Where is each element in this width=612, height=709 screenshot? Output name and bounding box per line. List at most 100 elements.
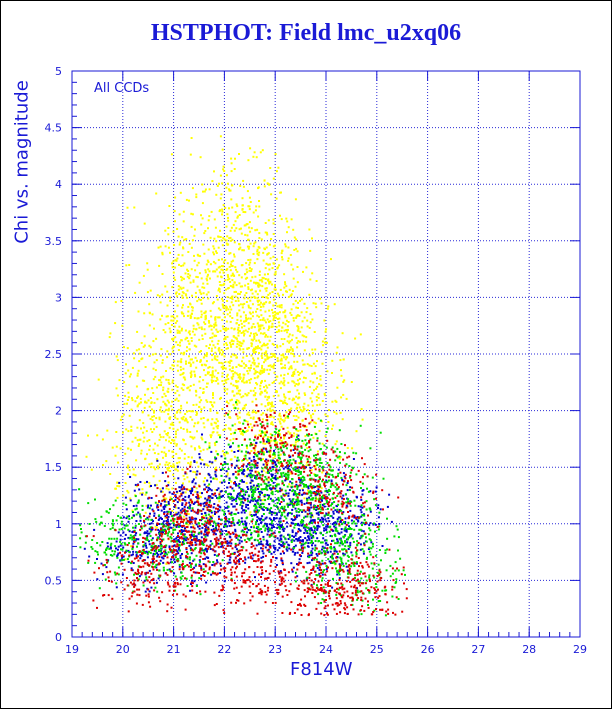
data-point [252, 394, 255, 397]
data-point [214, 457, 217, 460]
data-point [148, 569, 151, 572]
data-point [273, 410, 276, 413]
data-point [184, 495, 187, 498]
data-point [208, 270, 211, 273]
data-point [189, 435, 192, 438]
data-point [253, 526, 255, 529]
data-point [189, 303, 192, 306]
data-point [218, 316, 221, 319]
data-point [242, 339, 245, 342]
data-point [219, 174, 222, 177]
data-point [231, 390, 234, 393]
data-point [213, 510, 216, 513]
data-point [331, 586, 334, 589]
data-point [164, 403, 167, 406]
data-point [250, 270, 253, 272]
data-point [209, 495, 212, 498]
data-point [221, 530, 224, 533]
data-point [233, 505, 236, 508]
data-point [254, 499, 257, 502]
data-point [222, 265, 225, 268]
data-point [173, 345, 176, 348]
data-point [237, 511, 240, 514]
data-point [169, 353, 172, 356]
data-point [139, 533, 142, 536]
data-point [316, 498, 318, 501]
data-point [143, 379, 146, 382]
data-point [172, 527, 175, 530]
data-point [305, 311, 308, 314]
data-point [322, 537, 325, 540]
data-point [179, 368, 182, 371]
data-point [229, 229, 232, 232]
data-point [303, 531, 306, 534]
data-point [255, 365, 258, 368]
data-point [229, 239, 232, 242]
data-point [176, 320, 179, 323]
data-point [201, 518, 204, 520]
data-point [195, 554, 198, 557]
data-point [146, 388, 149, 391]
data-point [270, 518, 273, 521]
data-point [170, 153, 173, 156]
data-point [198, 298, 201, 301]
data-point [179, 373, 182, 376]
data-point [306, 409, 309, 411]
data-point [222, 383, 225, 386]
data-point [252, 253, 255, 255]
data-point [114, 454, 117, 457]
data-point [172, 364, 175, 367]
data-point [116, 537, 119, 540]
data-point [302, 340, 305, 343]
data-point [249, 367, 252, 369]
data-point [235, 399, 238, 402]
data-point [132, 468, 135, 471]
data-point [189, 333, 191, 336]
data-point [138, 488, 141, 491]
data-point [286, 331, 289, 334]
data-point [285, 329, 288, 331]
data-point [279, 417, 282, 420]
data-point [310, 527, 313, 530]
data-point [106, 542, 109, 545]
data-point [144, 493, 147, 496]
data-point [221, 210, 224, 213]
data-point [291, 550, 294, 553]
data-point [237, 446, 240, 448]
data-point [283, 435, 286, 438]
data-point [283, 338, 286, 340]
data-point [285, 319, 288, 322]
data-point [205, 360, 208, 363]
data-point [309, 503, 312, 506]
data-point [290, 352, 293, 355]
data-point [178, 331, 181, 334]
data-point [141, 411, 144, 414]
data-point [342, 380, 345, 383]
data-point [248, 414, 251, 417]
data-point [321, 400, 324, 402]
data-point [169, 535, 172, 538]
data-point [120, 520, 123, 523]
data-point [297, 507, 300, 510]
data-point [156, 502, 159, 505]
data-point [246, 420, 249, 423]
data-point [311, 318, 314, 321]
data-point [210, 379, 213, 382]
data-point [177, 235, 180, 238]
data-point [287, 246, 290, 249]
data-point [134, 436, 137, 439]
data-point [225, 239, 228, 242]
data-point [184, 418, 187, 420]
data-point [221, 213, 223, 216]
data-point [233, 354, 236, 357]
data-point [257, 345, 259, 348]
data-point [200, 350, 202, 352]
data-point [232, 519, 235, 521]
data-point [171, 347, 174, 350]
data-point [253, 151, 256, 154]
data-point [261, 491, 263, 494]
data-point [222, 551, 225, 554]
data-point [309, 278, 312, 281]
data-point [258, 506, 261, 508]
data-point [192, 503, 195, 505]
